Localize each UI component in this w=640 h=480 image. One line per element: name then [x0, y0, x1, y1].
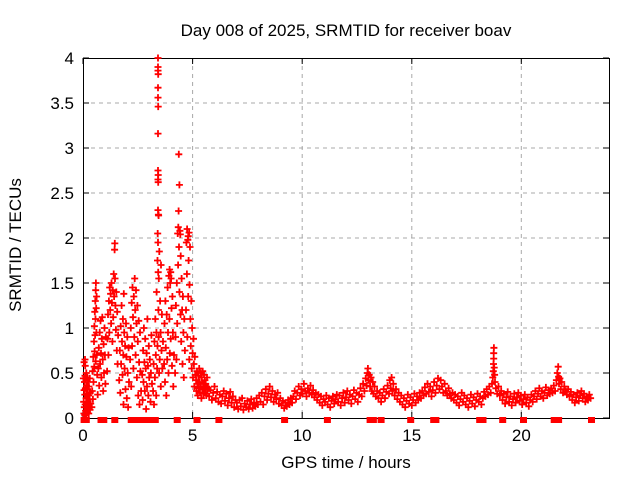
zero-marker — [520, 417, 527, 423]
zero-marker — [151, 417, 159, 423]
zero-marker — [499, 417, 507, 423]
zero-marker — [100, 417, 108, 423]
zero-marker — [432, 417, 440, 423]
y-tick-label: 3.5 — [50, 94, 74, 113]
y-tick-label: 2.5 — [50, 184, 74, 203]
zero-markers — [80, 417, 595, 423]
y-tick-label: 4 — [65, 49, 74, 68]
zero-marker — [550, 417, 558, 423]
zero-marker — [407, 417, 415, 423]
grid-lines — [83, 58, 609, 418]
y-tick-label: 2 — [65, 229, 74, 248]
zero-marker — [588, 417, 595, 423]
zero-marker — [193, 417, 201, 423]
zero-marker — [369, 417, 377, 423]
zero-marker — [479, 417, 487, 423]
zero-marker — [111, 417, 119, 423]
y-tick-label: 1 — [65, 319, 74, 338]
zero-marker — [131, 417, 138, 423]
x-tick-label: 20 — [512, 426, 531, 445]
zero-marker — [555, 417, 563, 423]
zero-marker — [173, 417, 181, 423]
zero-marker — [323, 417, 331, 423]
y-tick-label: 0.5 — [50, 364, 74, 383]
x-tick-label: 15 — [402, 426, 421, 445]
x-axis-title: GPS time / hours — [281, 453, 411, 472]
zero-marker — [147, 417, 154, 423]
data-points — [79, 54, 595, 419]
plot-border — [83, 58, 610, 419]
chart-title: Day 008 of 2025, SRMTID for receiver boa… — [180, 21, 512, 40]
y-tick-label: 3 — [65, 139, 74, 158]
zero-marker — [136, 417, 144, 423]
x-tick-label: 5 — [188, 426, 197, 445]
y-tick-label: 1.5 — [50, 274, 74, 293]
zero-marker — [281, 417, 289, 423]
zero-marker — [82, 417, 90, 423]
x-tick-label: 0 — [78, 426, 87, 445]
zero-marker — [377, 417, 385, 423]
zero-marker — [215, 417, 223, 423]
x-tick-label: 10 — [293, 426, 312, 445]
y-tick-label: 0 — [65, 409, 74, 428]
